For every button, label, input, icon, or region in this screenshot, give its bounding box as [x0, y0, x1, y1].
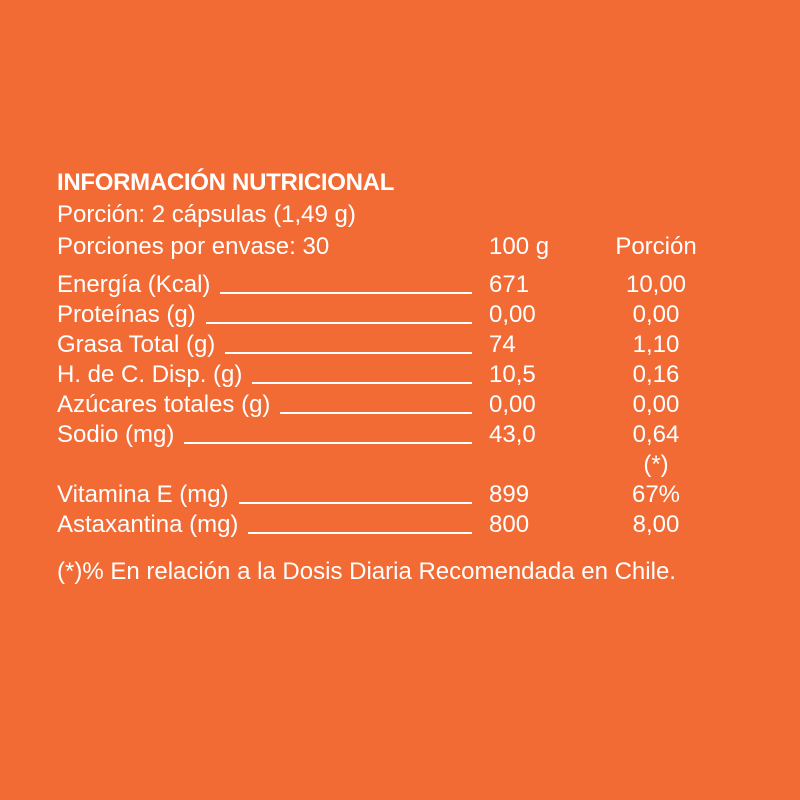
nutrient-row: Grasa Total (g) 74 1,10: [57, 330, 757, 360]
footnote: (*)% En relación a la Dosis Diaria Recom…: [57, 558, 676, 585]
nutrient-label: Astaxantina (mg): [57, 511, 239, 538]
value-portion: 0,16: [632, 361, 680, 388]
leader-line: [206, 322, 472, 324]
value-100g: 10,5: [489, 361, 536, 388]
leader-line: [248, 532, 472, 534]
value-portion: 8,00: [632, 511, 680, 538]
value-100g: 43,0: [489, 421, 536, 448]
title: INFORMACIÓN NUTRICIONAL: [57, 169, 395, 196]
value-100g: 0,00: [489, 301, 536, 328]
value-portion: 0,00: [632, 301, 680, 328]
value-100g: 671: [489, 271, 530, 298]
nutrient-row: H. de C. Disp. (g) 10,5 0,16: [57, 360, 757, 390]
nutrient-label: H. de C. Disp. (g): [57, 361, 243, 388]
leader-line: [280, 412, 472, 414]
value-100g: 0,00: [489, 391, 536, 418]
nutrient-label: Energía (Kcal): [57, 271, 211, 298]
value-100g: 800: [489, 511, 530, 538]
nutrient-label: Proteínas (g): [57, 301, 196, 328]
leader-line: [220, 292, 472, 294]
nutrient-label: Vitamina E (mg): [57, 481, 229, 508]
note-marker: (*): [643, 451, 669, 478]
serving: Porción: 2 cápsulas (1,49 g): [57, 201, 356, 228]
nutrient-row: Sodio (mg) 43,0 0,64: [57, 420, 757, 450]
nutrient-row: Proteínas (g) 0,00 0,00: [57, 300, 757, 330]
note-row: (*): [57, 450, 757, 480]
nutrient-label: Sodio (mg): [57, 421, 175, 448]
value-portion: 67%: [631, 481, 681, 508]
value-portion: 0,00: [632, 391, 680, 418]
leader-line: [184, 442, 472, 444]
leader-line: [225, 352, 472, 354]
value-portion: 1,10: [632, 331, 680, 358]
nutrient-row: Azúcares totales (g) 0,00 0,00: [57, 390, 757, 420]
leader-line: [239, 502, 472, 504]
nutrient-row: Astaxantina (mg) 800 8,00: [57, 510, 757, 540]
leader-line: [252, 382, 472, 384]
nutrient-label: Grasa Total (g): [57, 331, 216, 358]
value-100g: 899: [489, 481, 530, 508]
value-portion: 10,00: [625, 271, 687, 298]
nutrient-row: Vitamina E (mg) 899 67%: [57, 480, 757, 510]
nutrient-label: Azúcares totales (g): [57, 391, 271, 418]
servings-per-container: Porciones por envase: 30: [57, 233, 330, 260]
column-header: Porción: [615, 233, 697, 260]
nutrient-row: Energía (Kcal) 671 10,00: [57, 270, 757, 300]
value-portion: 0,64: [632, 421, 680, 448]
value-100g: 74: [489, 331, 516, 358]
column-header: 100 g: [489, 233, 550, 260]
